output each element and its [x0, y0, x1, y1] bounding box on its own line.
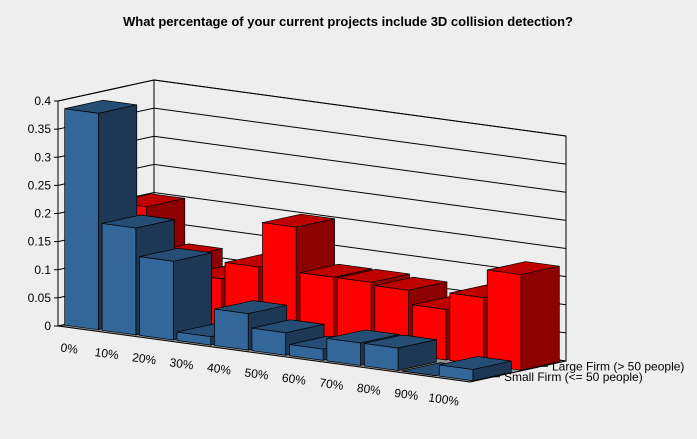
x-tick-label: 70% — [319, 376, 345, 393]
y-tick-label: 0.35 — [28, 122, 52, 136]
bar-top — [439, 356, 512, 370]
bar-top — [64, 99, 137, 114]
gridline — [57, 79, 567, 137]
series-label: Small Firm (<= 50 people) — [504, 370, 643, 384]
bar-front — [214, 308, 249, 351]
y-tick-label: 0.05 — [28, 291, 52, 305]
bar-top — [374, 276, 448, 291]
bar-front — [64, 108, 99, 331]
x-tick-label: 30% — [169, 355, 195, 372]
y-tick-label: 0 — [44, 319, 51, 333]
bar — [363, 334, 437, 371]
series-label: Large Firm (> 50 people) — [552, 359, 684, 373]
x-tick-label: 50% — [244, 365, 270, 382]
bar — [438, 356, 512, 382]
x-tick-label: 80% — [356, 381, 382, 398]
bar-front — [449, 292, 484, 366]
x-tick-label: 10% — [94, 345, 120, 362]
bar-top — [299, 263, 373, 278]
y-tick-label: 0.1 — [34, 263, 51, 277]
bar — [486, 261, 560, 371]
bar-top — [102, 214, 175, 229]
chart-title: What percentage of your current projects… — [123, 14, 573, 29]
x-tick-label: 0% — [60, 340, 79, 356]
x-tick-label: 90% — [394, 386, 420, 403]
bar-top — [251, 319, 325, 334]
x-tick-label: 60% — [281, 371, 307, 388]
bar-side — [520, 265, 560, 371]
bar-top — [326, 329, 400, 344]
x-tick-label: 100% — [428, 390, 461, 408]
y-tick-label: 0.4 — [34, 94, 51, 108]
y-tick-label: 0.2 — [34, 207, 51, 221]
series-labels: Small Firm (<= 50 people)Large Firm (> 5… — [494, 359, 684, 384]
x-tick-label: 20% — [131, 350, 157, 367]
bar-top — [364, 334, 437, 349]
y-tick-label: 0.25 — [28, 178, 52, 192]
x-axis: 0% 10% 20% 30% 40% 50% 60% 70% 80% 90% 100% — [60, 340, 461, 408]
bar-top — [214, 300, 287, 314]
y-tick-label: 0.15 — [28, 235, 52, 249]
bar — [139, 247, 213, 341]
bar-front — [139, 256, 174, 341]
bar-top — [337, 268, 410, 283]
x-tick-label: 40% — [206, 360, 232, 377]
bar-front — [101, 223, 137, 336]
bar-top — [139, 247, 212, 262]
bar-top — [262, 213, 335, 228]
bar-top — [487, 261, 560, 275]
bars-group — [64, 99, 560, 382]
y-tick-label: 0.3 — [34, 150, 51, 164]
bar-front — [486, 269, 522, 371]
